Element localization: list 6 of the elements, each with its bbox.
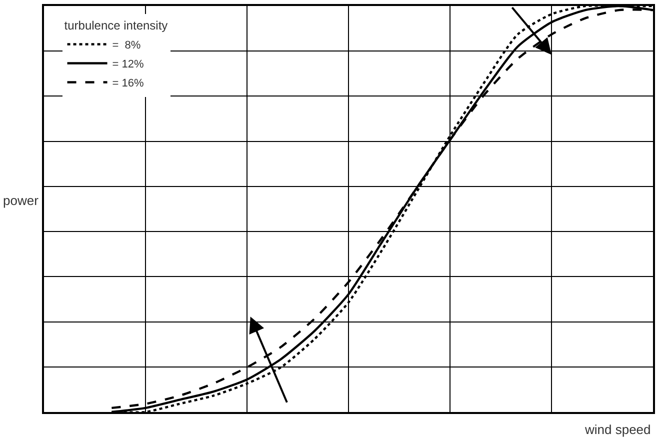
legend-label: = 12% [112, 58, 144, 71]
legend-title: turbulence intensity [64, 18, 168, 33]
legend-label: = 16% [112, 78, 144, 90]
legend-label: = 8% [112, 40, 141, 52]
x-axis-title: wind speed [584, 422, 651, 437]
y-axis-title: power [3, 193, 40, 208]
